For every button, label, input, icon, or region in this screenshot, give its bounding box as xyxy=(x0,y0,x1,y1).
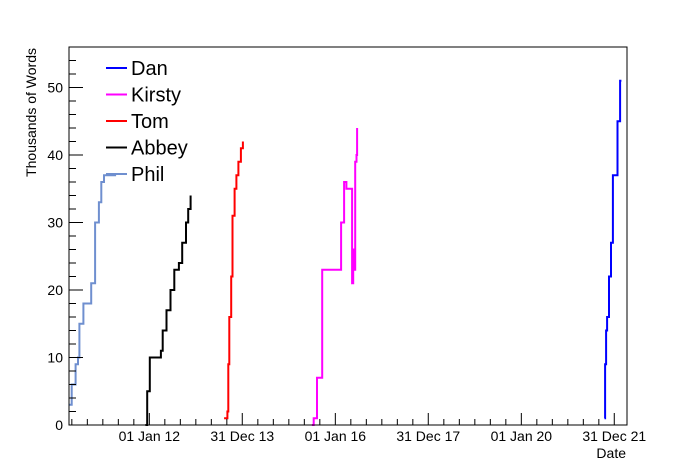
legend: Dan Kirsty Tom Abbey Phil xyxy=(106,58,188,186)
y-tick-label: 30 xyxy=(47,215,63,231)
series-line-phil xyxy=(69,174,117,406)
axis-layer: 0 10 20 30 40 50 01 Jan 12 31 Dec 13 01 Jan 16 31… xyxy=(47,46,646,444)
legend-label-phil: Phil xyxy=(131,164,164,186)
legend-label-kirsty: Kirsty xyxy=(131,85,181,107)
y-tick-label: 50 xyxy=(47,80,63,96)
series-line-kirsty xyxy=(311,128,359,426)
x-tick-label: 01 Jan 20 xyxy=(491,428,553,444)
series-line-tom xyxy=(224,141,244,420)
x-tick-label: 31 Dec 21 xyxy=(582,428,646,444)
x-axis-label: Date xyxy=(596,445,626,461)
series-line-dan xyxy=(604,79,622,420)
y-tick-label: 20 xyxy=(47,282,63,298)
y-tick-label: 10 xyxy=(47,350,63,366)
legend-label-dan: Dan xyxy=(131,58,168,80)
series-layer xyxy=(69,79,622,426)
y-tick-label: 40 xyxy=(47,147,63,163)
x-tick-label: 31 Dec 17 xyxy=(396,428,460,444)
x-tick-label: 31 Dec 13 xyxy=(210,428,274,444)
legend-label-tom: Tom xyxy=(131,111,169,133)
y-axis-label: Thousands of Words xyxy=(23,48,39,177)
legend-label-abbey: Abbey xyxy=(131,138,188,160)
y-tick-label: 0 xyxy=(55,417,63,433)
x-tick-label: 01 Jan 16 xyxy=(305,428,367,444)
series-line-abbey xyxy=(145,195,192,426)
x-tick-label: 01 Jan 12 xyxy=(119,428,181,444)
